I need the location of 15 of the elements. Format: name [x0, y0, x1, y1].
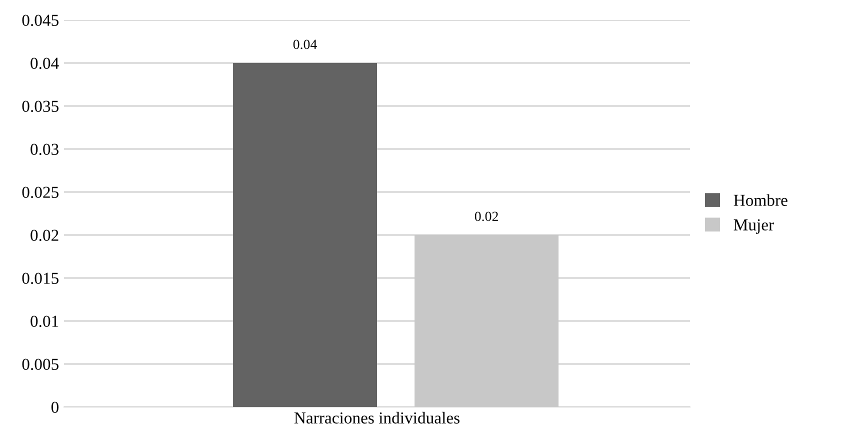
y-tick-label: 0.025 — [22, 186, 58, 198]
y-tick-label: 0 — [51, 402, 59, 413]
y-tick-label: 0.015 — [22, 272, 58, 284]
y-tick-label: 0.005 — [22, 358, 58, 370]
y-tick-label: 0.02 — [30, 230, 58, 242]
legend-label: Hombre — [734, 194, 788, 206]
y-tick-label: 0.035 — [22, 100, 58, 112]
y-tick-label: 0.04 — [30, 58, 59, 70]
legend-label: Mujer — [734, 219, 774, 234]
data-label: 0.02 — [474, 212, 498, 222]
y-tick-label: 0.045 — [22, 14, 58, 26]
x-tick-label: Narraciones individuales — [294, 412, 460, 424]
data-label: 0.04 — [293, 40, 317, 50]
y-tick-label: 0.01 — [30, 316, 58, 328]
y-tick-label: 0.03 — [30, 144, 58, 156]
